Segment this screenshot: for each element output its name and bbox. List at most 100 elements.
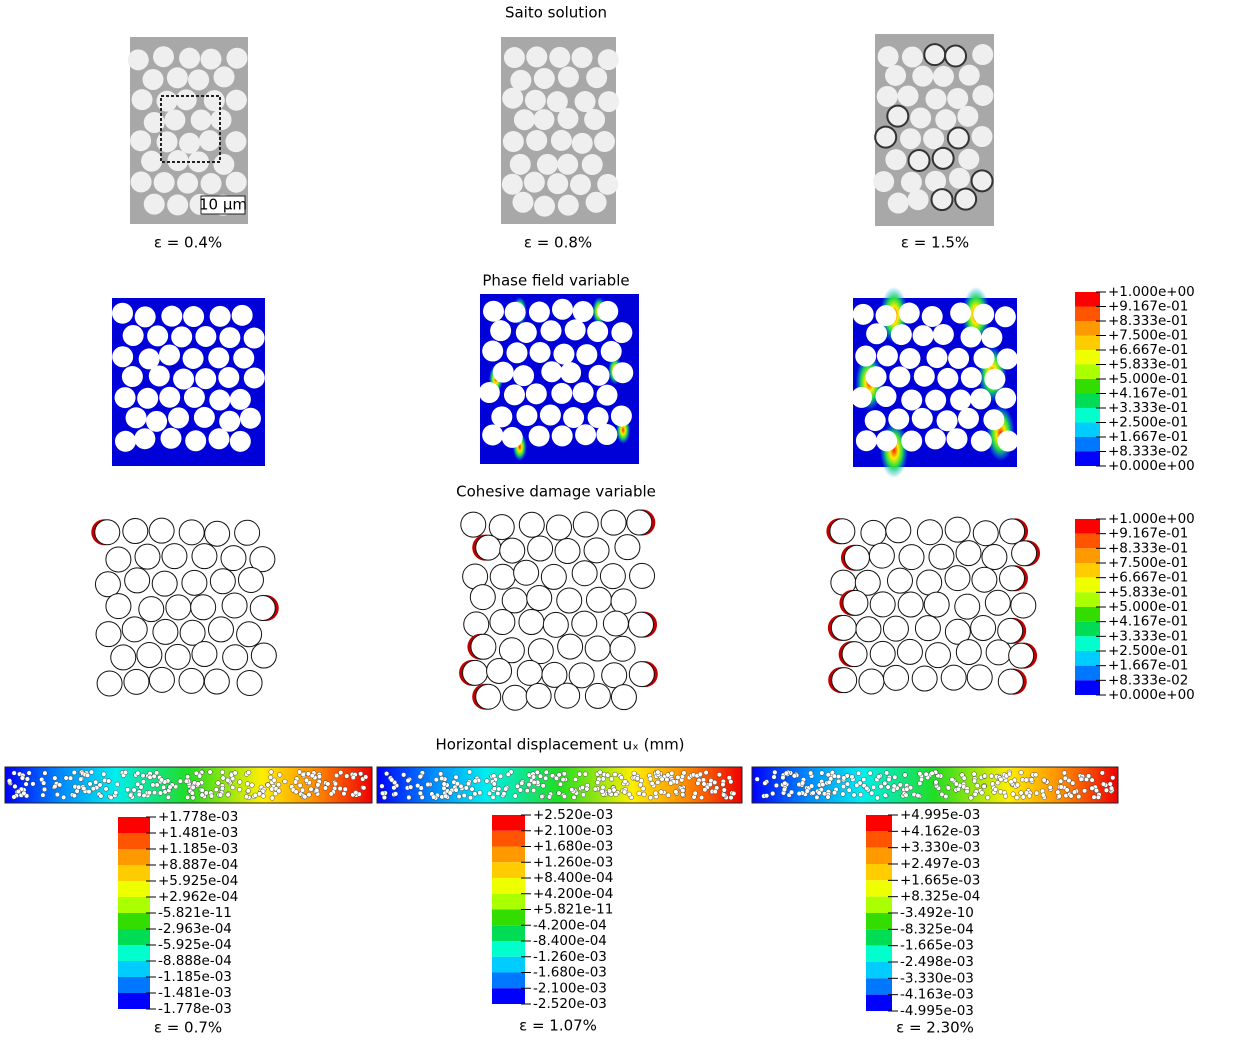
section-title: Horizontal displacement uₓ (mm) xyxy=(435,736,684,754)
legend-label: +8.333e-01 xyxy=(1108,540,1188,556)
fiber xyxy=(540,405,561,426)
legend-swatch xyxy=(1075,666,1100,681)
fiber xyxy=(344,774,349,779)
legend-swatch xyxy=(492,815,525,831)
fiber xyxy=(842,642,867,667)
fiber xyxy=(76,785,81,790)
fiber xyxy=(504,47,525,68)
fiber xyxy=(323,786,328,791)
fiber xyxy=(463,660,488,685)
fiber xyxy=(982,545,1007,570)
fiber xyxy=(972,567,997,592)
fiber xyxy=(524,172,545,193)
fiber xyxy=(168,407,189,428)
fiber xyxy=(984,369,1005,390)
fiber xyxy=(572,561,597,586)
fiber xyxy=(931,189,952,210)
fiber xyxy=(470,787,475,792)
fiber xyxy=(622,790,627,795)
fiber xyxy=(1041,793,1046,798)
fiber xyxy=(557,154,578,175)
legend-label: -1.778e-03 xyxy=(158,1001,232,1017)
fiber xyxy=(112,346,133,367)
fiber xyxy=(64,776,69,781)
fiber xyxy=(547,515,572,540)
fiber xyxy=(351,775,356,780)
fiber xyxy=(125,787,130,792)
fiber xyxy=(68,776,73,781)
fiber xyxy=(543,776,548,781)
fiber xyxy=(887,106,908,127)
fiber xyxy=(516,405,537,426)
fiber xyxy=(310,773,315,778)
fiber xyxy=(214,66,235,87)
fiber xyxy=(597,174,618,195)
fiber xyxy=(969,796,974,801)
fiber xyxy=(653,791,658,796)
fiber xyxy=(582,154,603,175)
fiber xyxy=(815,795,820,800)
fiber xyxy=(878,46,899,67)
fiber xyxy=(701,778,706,783)
fiber xyxy=(471,634,496,659)
fiber xyxy=(7,779,12,784)
fiber xyxy=(168,785,173,790)
fiber xyxy=(569,787,574,792)
legend-swatch xyxy=(492,957,525,973)
fiber xyxy=(925,390,946,411)
fiber xyxy=(497,787,502,792)
fiber xyxy=(418,791,423,796)
fiber xyxy=(847,788,852,793)
fiber xyxy=(503,685,528,710)
fiber xyxy=(956,640,981,665)
fiber xyxy=(1090,778,1095,783)
fiber xyxy=(20,776,25,781)
legend-label: -1.665e-03 xyxy=(900,938,974,954)
fiber xyxy=(572,795,577,800)
fiber xyxy=(97,671,122,696)
fiber xyxy=(1021,795,1026,800)
legend-swatch xyxy=(866,848,892,864)
fiber xyxy=(971,126,992,147)
fiber xyxy=(609,777,614,782)
legend-swatch xyxy=(1075,350,1100,365)
fiber xyxy=(784,771,789,776)
fiber xyxy=(510,70,531,91)
fiber xyxy=(222,593,247,618)
fiber xyxy=(208,617,233,642)
fiber xyxy=(1059,785,1064,790)
fiber xyxy=(191,109,212,130)
fiber xyxy=(551,130,572,151)
fiber xyxy=(227,48,248,69)
fiber xyxy=(1104,788,1109,793)
fiber xyxy=(382,795,387,800)
legend-swatch xyxy=(866,897,892,913)
strain-label: ε = 0.7% xyxy=(154,1019,222,1037)
fiber xyxy=(549,47,570,68)
fiber xyxy=(998,669,1023,694)
fiber xyxy=(983,409,1004,430)
fiber xyxy=(722,788,727,793)
fiber xyxy=(851,387,872,408)
fiber xyxy=(910,107,931,128)
fiber xyxy=(972,772,977,777)
fiber xyxy=(885,65,906,86)
fiber xyxy=(817,791,822,796)
fiber xyxy=(87,789,92,794)
fiber xyxy=(283,779,288,784)
fiber xyxy=(502,427,523,448)
fiber xyxy=(165,644,190,669)
fiber xyxy=(899,545,924,570)
legend-swatch xyxy=(1075,437,1100,452)
fiber xyxy=(491,795,496,800)
fiber xyxy=(482,341,503,362)
fiber xyxy=(602,663,627,688)
fiber xyxy=(135,771,140,776)
fiber xyxy=(167,67,188,88)
fiber xyxy=(811,791,816,796)
fiber xyxy=(659,790,664,795)
fiber xyxy=(525,788,530,793)
fiber xyxy=(1109,786,1114,791)
fiber xyxy=(563,407,584,428)
fiber xyxy=(558,67,579,88)
